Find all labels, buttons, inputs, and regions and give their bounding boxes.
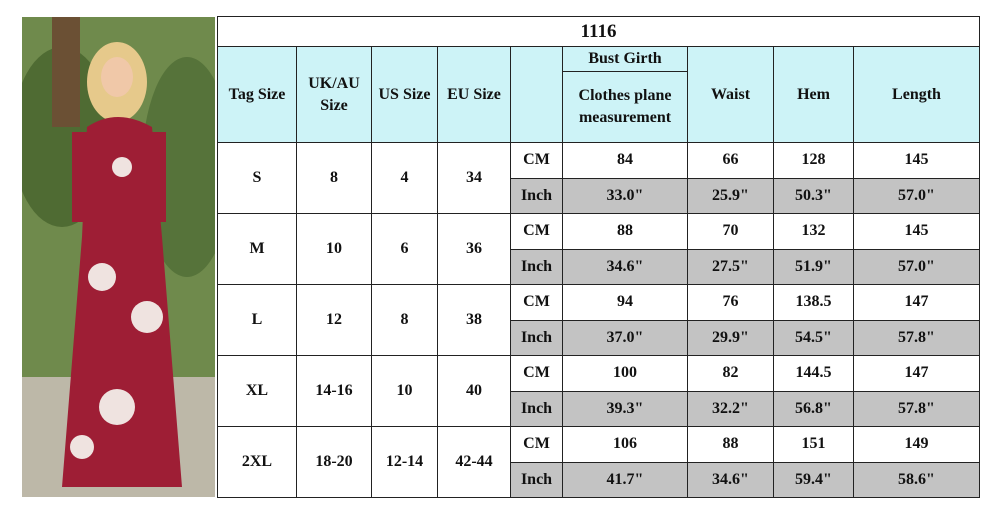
inch-cell: 57.8" bbox=[854, 320, 979, 355]
inch-cell: 32.2" bbox=[688, 391, 773, 426]
size-cell: 38 bbox=[438, 285, 510, 355]
size-cell: M bbox=[218, 214, 296, 284]
cm-cell: 144.5 bbox=[774, 356, 853, 391]
cm-cell: CM bbox=[511, 285, 562, 320]
cm-cell: 76 bbox=[688, 285, 773, 320]
inch-cell: 57.0" bbox=[854, 249, 979, 284]
header-cell: Clothes plane measurement bbox=[563, 72, 687, 142]
product-photo bbox=[22, 17, 215, 497]
cm-cell: 145 bbox=[854, 214, 979, 249]
inch-cell: 50.3" bbox=[774, 178, 853, 213]
header-cell: Length bbox=[854, 47, 979, 142]
cm-cell: 151 bbox=[774, 427, 853, 462]
cm-cell: CM bbox=[511, 143, 562, 178]
header-cell: Tag Size bbox=[218, 47, 296, 142]
inch-cell: 37.0" bbox=[563, 320, 687, 355]
header-cell: Bust Girth bbox=[563, 47, 687, 71]
cm-cell: 106 bbox=[563, 427, 687, 462]
inch-cell: 56.8" bbox=[774, 391, 853, 426]
cm-cell: 132 bbox=[774, 214, 853, 249]
size-cell: S bbox=[218, 143, 296, 213]
size-cell: XL bbox=[218, 356, 296, 426]
size-cell: 8 bbox=[372, 285, 437, 355]
size-cell: 10 bbox=[297, 214, 371, 284]
size-cell: 40 bbox=[438, 356, 510, 426]
inch-cell: 25.9" bbox=[688, 178, 773, 213]
inch-cell: 57.8" bbox=[854, 391, 979, 426]
cm-cell: 88 bbox=[563, 214, 687, 249]
cm-cell: 149 bbox=[854, 427, 979, 462]
inch-cell: 51.9" bbox=[774, 249, 853, 284]
inch-cell: Inch bbox=[511, 391, 562, 426]
size-cell: 12-14 bbox=[372, 427, 437, 497]
cm-cell: 88 bbox=[688, 427, 773, 462]
size-cell: 36 bbox=[438, 214, 510, 284]
size-cell: 4 bbox=[372, 143, 437, 213]
table-title: 1116 bbox=[218, 17, 979, 46]
size-cell: 42-44 bbox=[438, 427, 510, 497]
size-cell: L bbox=[218, 285, 296, 355]
inch-cell: 33.0" bbox=[563, 178, 687, 213]
inch-cell: Inch bbox=[511, 320, 562, 355]
inch-cell: 27.5" bbox=[688, 249, 773, 284]
cm-cell: 138.5 bbox=[774, 285, 853, 320]
cm-cell: 145 bbox=[854, 143, 979, 178]
cm-cell: 128 bbox=[774, 143, 853, 178]
inch-cell: 54.5" bbox=[774, 320, 853, 355]
header-cell bbox=[511, 47, 562, 142]
size-cell: 12 bbox=[297, 285, 371, 355]
header-cell: Waist bbox=[688, 47, 773, 142]
cm-cell: CM bbox=[511, 356, 562, 391]
inch-cell: 34.6" bbox=[688, 462, 773, 497]
size-table: 1116 Tag Size UK/AU Size US Size EU Size Bust… bbox=[217, 16, 980, 498]
cm-cell: 147 bbox=[854, 356, 979, 391]
inch-cell: 39.3" bbox=[563, 391, 687, 426]
cm-cell: 94 bbox=[563, 285, 687, 320]
cm-cell: CM bbox=[511, 214, 562, 249]
size-cell: 2XL bbox=[218, 427, 296, 497]
inch-cell: 29.9" bbox=[688, 320, 773, 355]
cm-cell: 66 bbox=[688, 143, 773, 178]
header-cell: Hem bbox=[774, 47, 853, 142]
inch-cell: Inch bbox=[511, 462, 562, 497]
header-cell: UK/AU Size bbox=[297, 47, 371, 142]
size-cell: 8 bbox=[297, 143, 371, 213]
cm-cell: 100 bbox=[563, 356, 687, 391]
size-cell: 18-20 bbox=[297, 427, 371, 497]
cm-cell: 147 bbox=[854, 285, 979, 320]
cm-cell: 70 bbox=[688, 214, 773, 249]
cm-cell: 82 bbox=[688, 356, 773, 391]
cm-cell: CM bbox=[511, 427, 562, 462]
inch-cell: Inch bbox=[511, 178, 562, 213]
inch-cell: 41.7" bbox=[563, 462, 687, 497]
size-cell: 34 bbox=[438, 143, 510, 213]
header-cell: US Size bbox=[372, 47, 437, 142]
size-cell: 6 bbox=[372, 214, 437, 284]
inch-cell: 57.0" bbox=[854, 178, 979, 213]
cm-cell: 84 bbox=[563, 143, 687, 178]
inch-cell: 59.4" bbox=[774, 462, 853, 497]
header-cell: EU Size bbox=[438, 47, 510, 142]
size-cell: 10 bbox=[372, 356, 437, 426]
inch-cell: Inch bbox=[511, 249, 562, 284]
inch-cell: 58.6" bbox=[854, 462, 979, 497]
inch-cell: 34.6" bbox=[563, 249, 687, 284]
size-cell: 14-16 bbox=[297, 356, 371, 426]
